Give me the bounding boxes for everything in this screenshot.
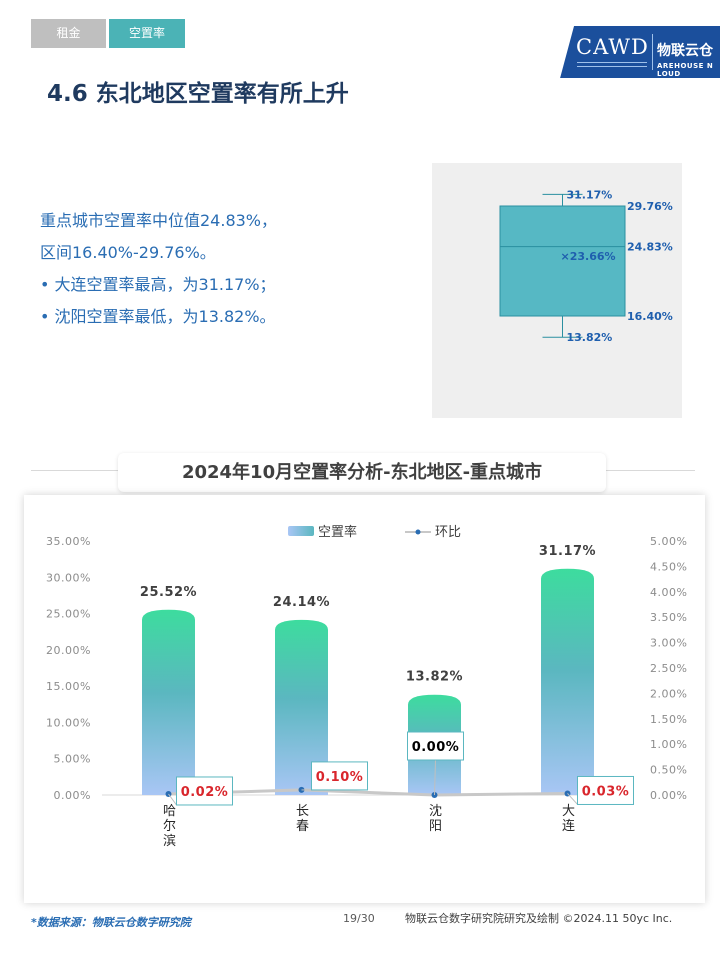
bar-data-label: 13.82% xyxy=(406,670,463,685)
x-axis-tick-label: 春 xyxy=(296,819,309,834)
y2-axis-tick-label: 0.50% xyxy=(650,764,687,777)
summary-bullet-1: • 大连空置率最高，为31.17%； xyxy=(40,275,276,294)
y2-axis-tick-label: 2.00% xyxy=(650,687,687,700)
y-axis-tick-label: 15.00% xyxy=(46,680,91,693)
page-title: 4.6 东北地区空置率有所上升 xyxy=(47,81,349,107)
logo-divider xyxy=(652,34,653,70)
tab-rent[interactable]: 租金 xyxy=(31,19,106,48)
footer-source: *数据来源：物联云仓数字研究院 xyxy=(31,916,191,929)
chart-area: 0.00% 5.00% 10.00% 15.00% 20.00% 25.00% 30.00%… xyxy=(24,495,705,903)
y2-axis-tick-label: 1.00% xyxy=(650,738,687,751)
mom-label-box xyxy=(407,731,464,761)
logo-brand-en: AREHOUSE N LOUD xyxy=(657,62,714,78)
y2-axis-tick-label: 4.00% xyxy=(650,586,687,599)
boxplot-panel: 31.17% 29.76% 24.83% ×23.66% 16.40% 13.82% xyxy=(432,163,682,418)
x-axis-tick-label: 大 xyxy=(562,804,575,819)
bar xyxy=(275,619,328,795)
y-axis-tick-label: 5.00% xyxy=(54,753,91,766)
mom-label-box xyxy=(577,775,634,805)
logo-cawd-text: CAWD xyxy=(576,35,649,59)
bar-data-label: 25.52% xyxy=(140,585,197,600)
summary-line-2: 区间16.40%-29.76%。 xyxy=(40,243,216,262)
box-label-min: 13.82% xyxy=(567,331,613,344)
legend-label-vacancy: 空置率 xyxy=(318,524,357,540)
legend-bar-swatch xyxy=(288,526,314,536)
cawd-logo: CAWD 物联云仓 AREHOUSE N LOUD xyxy=(558,26,720,78)
logo-slant xyxy=(558,26,575,78)
mom-label-leader xyxy=(567,793,578,805)
summary-line-1: 重点城市空置率中位值24.83%， xyxy=(40,211,278,230)
y-axis-tick-label: 30.00% xyxy=(46,571,91,584)
footer-page-number: 19/30 xyxy=(343,912,375,925)
tab-vacancy[interactable]: 空置率 xyxy=(109,19,185,48)
y-axis-tick-label: 10.00% xyxy=(46,716,91,729)
footer-credit: 物联云仓数字研究院研究及绘制 ©2024.11 50yc Inc. xyxy=(405,912,673,925)
x-axis-tick-label: 尔 xyxy=(163,819,176,834)
mom-data-label: 0.03% xyxy=(582,784,630,799)
bar-data-label: 31.17% xyxy=(539,544,596,559)
logo-brand: 物联云仓 xyxy=(657,43,713,59)
x-axis-tick-label: 连 xyxy=(562,818,575,834)
mom-label-box xyxy=(311,761,368,791)
box-label-q1: 16.40% xyxy=(627,310,673,323)
chart-svg: 0.00% 5.00% 10.00% 15.00% 20.00% 25.00% 30.00%… xyxy=(46,524,687,849)
y-axis-tick-label: 35.00% xyxy=(46,535,91,548)
x-axis-tick-label: 沈 xyxy=(429,804,442,819)
mom-line xyxy=(168,788,568,797)
mom-data-label: 0.02% xyxy=(181,785,229,800)
y-axis-tick-label: 0.00% xyxy=(54,789,91,802)
box-label-mean: ×23.66% xyxy=(561,250,616,263)
chart-title: 2024年10月空置率分析-东北地区-重点城市 xyxy=(118,453,606,492)
legend-line-marker xyxy=(415,529,421,535)
mom-label-leader xyxy=(168,793,177,806)
mom-label-leader xyxy=(434,759,436,796)
y2-axis-tick-label: 0.00% xyxy=(650,789,687,802)
y2-axis-tick-label: 5.00% xyxy=(650,535,687,548)
y2-axis-tick-label: 3.50% xyxy=(650,611,687,624)
y2-axis-tick-label: 4.50% xyxy=(650,560,687,573)
tab-bar: 租金 空置率 xyxy=(31,19,185,48)
legend-label-mom: 环比 xyxy=(435,525,461,540)
x-axis-tick-label: 滨 xyxy=(163,833,176,849)
summary-text: 重点城市空置率中位值24.83%， 区间16.40%-29.76%。 • 大连空… xyxy=(40,205,277,333)
box-label-q3: 29.76% xyxy=(627,200,673,213)
box-label-max: 31.17% xyxy=(567,188,613,201)
y2-axis-tick-label: 1.50% xyxy=(650,713,687,726)
mom-data-label: 0.10% xyxy=(316,770,364,785)
y2-axis-tick-label: 2.50% xyxy=(650,662,687,675)
box-body xyxy=(499,205,626,317)
mom-data-label: 0.00% xyxy=(412,740,460,755)
bar xyxy=(541,568,594,795)
y-axis-tick-label: 25.00% xyxy=(46,608,91,621)
summary-bullet-2: • 沈阳空置率最低，为13.82%。 xyxy=(40,307,276,326)
x-axis-tick-label: 长 xyxy=(296,804,309,819)
x-axis-tick-label: 阳 xyxy=(429,819,442,834)
bar xyxy=(142,609,195,795)
boxplot-svg: 31.17% 29.76% 24.83% ×23.66% 16.40% 13.82% xyxy=(499,188,673,344)
y-axis-tick-label: 20.00% xyxy=(46,644,91,657)
bar-data-label: 24.14% xyxy=(273,595,330,610)
box-label-median: 24.83% xyxy=(627,241,673,254)
y2-axis-tick-label: 3.00% xyxy=(650,637,687,650)
logo-sub-lines xyxy=(577,62,647,67)
x-axis-tick-label: 哈 xyxy=(163,804,176,819)
mom-label-box xyxy=(176,776,233,806)
